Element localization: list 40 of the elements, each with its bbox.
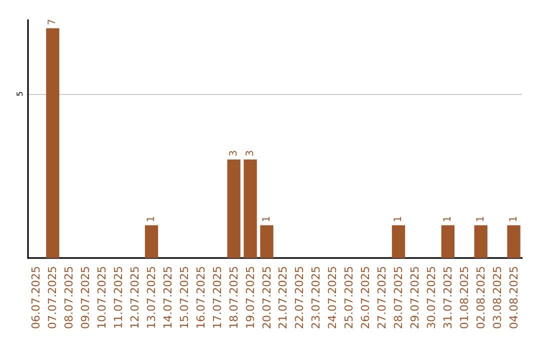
x-tick-label: 09.07.2025 xyxy=(79,266,92,330)
x-tick-label: 06.07.2025 xyxy=(30,266,43,330)
x-tick-label: 27.07.2025 xyxy=(376,266,389,330)
data-label: 3 xyxy=(244,150,256,157)
x-tick-label: 14.07.2025 xyxy=(161,266,174,330)
x-tick-label: 11.07.2025 xyxy=(112,266,126,330)
data-label: 1 xyxy=(261,216,272,222)
x-tick-label: 13.07.2025 xyxy=(145,266,158,330)
x-tick-label: 04.08.2025 xyxy=(507,266,520,330)
x-tick-label: 12.07.2025 xyxy=(128,266,142,330)
x-tick-label: 22.07.2025 xyxy=(293,266,306,330)
x-tick-label: 01.08.2025 xyxy=(458,266,471,330)
x-tick-label: 19.07.2025 xyxy=(244,266,257,330)
x-tick-label: 15.07.2025 xyxy=(178,266,191,330)
data-label: 3 xyxy=(228,150,240,157)
x-tick-label: 29.07.2025 xyxy=(408,266,422,330)
x-tick-label: 24.07.2025 xyxy=(326,266,340,330)
x-tick-label: 08.07.2025 xyxy=(62,266,76,330)
data-label: 1 xyxy=(146,216,157,222)
data-label: 1 xyxy=(393,216,404,222)
x-tick-label: 21.07.2025 xyxy=(276,266,290,330)
x-tick-label: 18.07.2025 xyxy=(227,266,240,330)
data-label: 7 xyxy=(47,18,58,26)
x-tick-label: 16.07.2025 xyxy=(194,266,208,330)
x-tick-label: 03.08.2025 xyxy=(490,266,504,330)
x-tick-label: 28.07.2025 xyxy=(392,266,405,330)
data-label: 1 xyxy=(475,216,486,222)
y-tick-label: 5 xyxy=(16,91,24,96)
x-tick-label: 26.07.2025 xyxy=(359,266,372,330)
x-tick-label: 30.07.2025 xyxy=(424,266,438,330)
data-label: 1 xyxy=(508,216,520,222)
x-tick-label: 31.07.2025 xyxy=(441,266,454,330)
data-label: 1 xyxy=(442,216,454,222)
x-tick-label: 17.07.2025 xyxy=(210,266,224,330)
x-tick-label: 20.07.2025 xyxy=(260,266,274,330)
x-tick-label: 25.07.2025 xyxy=(342,266,356,330)
x-tick-label: 23.07.2025 xyxy=(310,266,323,330)
x-tick-label: 02.08.2025 xyxy=(474,266,488,330)
x-tick-label: 07.07.2025 xyxy=(46,266,60,330)
x-tick-label: 10.07.2025 xyxy=(96,266,109,330)
